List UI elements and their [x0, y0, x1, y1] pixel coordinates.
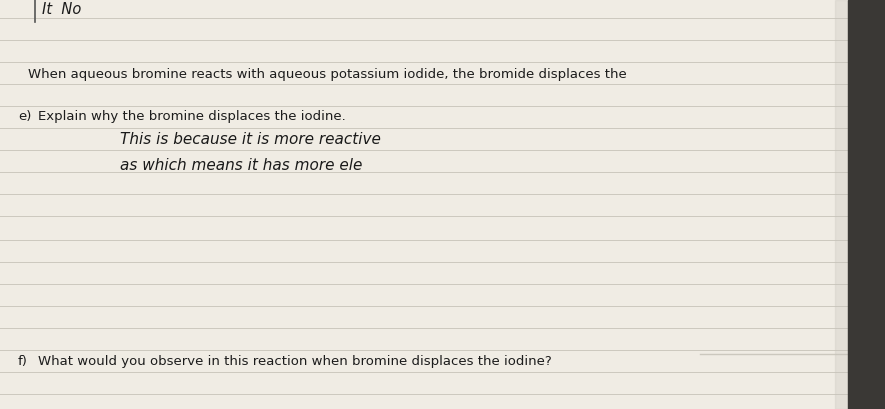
- Text: as which means it has more ele: as which means it has more ele: [120, 158, 362, 173]
- Polygon shape: [835, 0, 848, 409]
- Text: When aqueous bromine reacts with aqueous potassium iodide, the bromide displaces: When aqueous bromine reacts with aqueous…: [28, 68, 627, 81]
- Text: Explain why the bromine displaces the iodine.: Explain why the bromine displaces the io…: [38, 110, 346, 123]
- Text: It  No: It No: [42, 2, 81, 17]
- Text: What would you observe in this reaction when bromine displaces the iodine?: What would you observe in this reaction …: [38, 355, 551, 368]
- Polygon shape: [848, 0, 885, 409]
- Text: e): e): [18, 110, 31, 123]
- Text: f): f): [18, 355, 27, 368]
- Text: This is because it is more reactive: This is because it is more reactive: [120, 132, 381, 147]
